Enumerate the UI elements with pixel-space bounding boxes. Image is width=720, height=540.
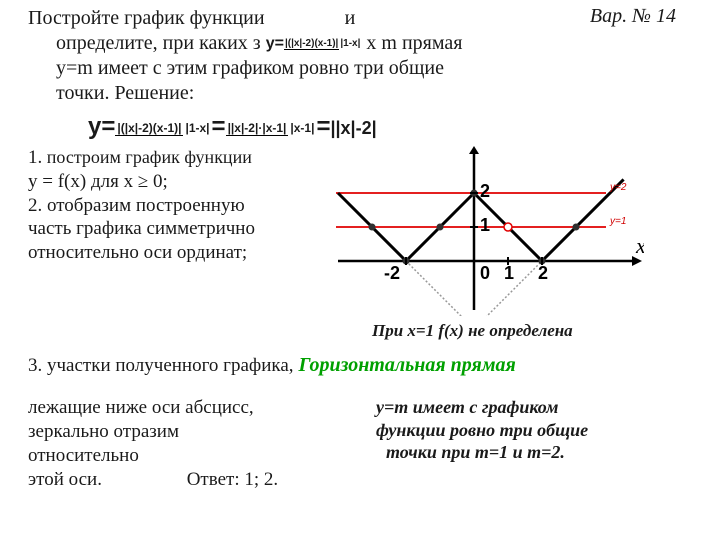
intro-2a: определите, при каких з — [56, 32, 261, 54]
mf-last: ||х|-2| — [330, 118, 376, 138]
step-2b: часть графика симметрично — [28, 217, 328, 241]
fl-4: этой оси. Ответ: 1; 2. — [28, 468, 348, 492]
step-1: 1. построим график функции — [28, 146, 328, 170]
small-frac-den: |1-х| — [339, 38, 361, 49]
svg-text:1: 1 — [504, 263, 514, 283]
svg-text:x: x — [635, 233, 644, 258]
split-block: 1. построим график функции у = f(x) для … — [28, 146, 704, 341]
mf2-num: ||х|-2|·|х-1| — [226, 121, 289, 136]
intro-line-4: точки. Решение: — [28, 81, 704, 106]
intro-1a: Постройте график функции — [28, 7, 265, 29]
plot-svg: 21-2012-2xy=2y=1 — [334, 146, 644, 316]
svg-text:2: 2 — [480, 181, 490, 201]
step-3: 3. участки полученного графика, — [28, 355, 294, 376]
final-block: лежащие ниже оси абсцисс, зеркально отра… — [28, 396, 704, 491]
variant-number: Вар. № 14 — [590, 4, 676, 29]
mf-frac-2: ||х|-2|·|х-1||х-1| — [226, 122, 317, 134]
svg-text:-2: -2 — [384, 263, 400, 283]
s1-num: 1. — [28, 147, 42, 168]
mf1-den: |1-х| — [183, 121, 211, 135]
answer: Ответ: 1; 2. — [187, 469, 278, 490]
fr-1: y=m имеет с графиком — [376, 396, 704, 419]
mf2-den: |х-1| — [288, 121, 316, 135]
fl-4-text: этой оси. — [28, 469, 102, 490]
fr-2: функции ровно три общие — [376, 419, 704, 442]
svg-text:y=2: y=2 — [609, 182, 627, 193]
mf-eq2: = — [316, 113, 330, 140]
svg-text:1: 1 — [480, 215, 490, 235]
step-3-block: 3. участки полученного графика, Горизонт… — [28, 353, 704, 378]
plot-wrap: 21-2012-2xy=2y=1 — [334, 146, 644, 316]
fl-3: относительно — [28, 444, 348, 468]
mf-y: у= — [88, 113, 115, 140]
intro-1b: и — [345, 7, 356, 29]
svg-text:y=1: y=1 — [609, 216, 626, 227]
svg-text:0: 0 — [480, 263, 490, 283]
svg-text:2: 2 — [538, 263, 548, 283]
s1-text: построим график функции — [42, 147, 252, 167]
plot-col: 21-2012-2xy=2y=1 При х=1 f(x) не определ… — [334, 146, 704, 341]
plot-note: При х=1 f(x) не определена — [334, 320, 704, 341]
intro-block: Вар. № 14 Постройте график функции и опр… — [28, 6, 704, 106]
main-formula: у=|(|х|-2)(х-1)||1-х|=||х|-2|·|х-1||х-1|… — [88, 112, 704, 142]
mf-frac-1: |(|х|-2)(х-1)||1-х| — [115, 122, 211, 134]
fl-2: зеркально отразим — [28, 420, 348, 444]
small-frac-num: |(|х|-2)(х-1)| — [284, 38, 339, 50]
intro-line-3: y=m имеет с этим графиком ровно три общи… — [28, 56, 704, 81]
fl-1: лежащие ниже оси абсцисс, — [28, 396, 348, 420]
intro-2b: х m прямая — [366, 32, 462, 54]
step-2: 2. отобразим построенную — [28, 194, 328, 218]
final-left: лежащие ниже оси абсцисс, зеркально отра… — [28, 396, 348, 491]
inline-formula: у=|(|х|-2)(х-1)||1-х| — [266, 34, 362, 54]
mf1-num: |(|х|-2)(х-1)| — [115, 121, 183, 136]
small-frac: |(|х|-2)(х-1)||1-х| — [284, 39, 361, 49]
intro-line-2: определите, при каких з у=|(|х|-2)(х-1)|… — [28, 31, 704, 56]
left-steps: 1. построим график функции у = f(x) для … — [28, 146, 328, 265]
formula-y: у= — [266, 35, 284, 52]
step-2c: относительно оси ординат; — [28, 241, 328, 265]
step-1b: у = f(x) для х ≥ 0; — [28, 170, 328, 194]
fr-3: точки при m=1 и m=2. — [376, 441, 704, 464]
step-3-green: Горизонтальная прямая — [299, 354, 516, 376]
mf-eq1: = — [212, 113, 226, 140]
final-right: y=m имеет с графиком функции ровно три о… — [376, 396, 704, 491]
